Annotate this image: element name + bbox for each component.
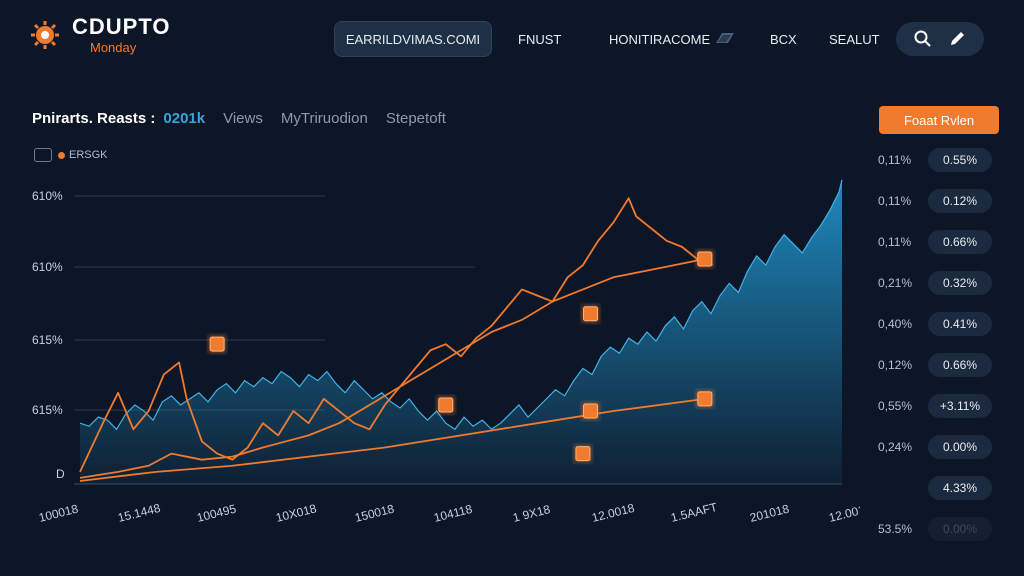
data-marker bbox=[697, 391, 713, 407]
sidebar-row-label: 0,55% bbox=[878, 399, 913, 413]
tool-pill bbox=[896, 22, 984, 56]
y-tick-label: 610% bbox=[32, 189, 63, 203]
x-tick-label: 201018 bbox=[748, 502, 791, 525]
area-series bbox=[80, 180, 842, 484]
logo-title: CDUPTO bbox=[72, 14, 171, 39]
x-tick-label: 10X018 bbox=[274, 501, 318, 525]
tab-bar: Pnirarts. Reasts : 0201k Views MyTriruod… bbox=[32, 110, 446, 127]
sidebar-row-value: 0.00% bbox=[928, 517, 992, 541]
sidebar-row[interactable]: 53.5% 0.00% bbox=[878, 517, 992, 541]
sidebar-row-label: 0,40% bbox=[878, 317, 913, 331]
sidebar-row-label: 0,11% bbox=[878, 235, 912, 249]
y-tick-label: 615% bbox=[32, 333, 63, 347]
x-tick-label: 1.5AAFT bbox=[669, 500, 719, 525]
x-tick-label: 150018 bbox=[353, 502, 396, 525]
sidebar-row-label: 0,11% bbox=[878, 153, 912, 167]
sidebar-row[interactable]: 0,21% 0.32% bbox=[878, 271, 992, 295]
x-tick-label: 1 9X18 bbox=[511, 502, 552, 525]
legend-dot-icon bbox=[58, 151, 65, 159]
tab-mytriruodion[interactable]: MyTriruodion bbox=[280, 110, 368, 127]
search-icon[interactable] bbox=[913, 29, 933, 49]
data-marker bbox=[209, 336, 225, 352]
sidebar-row-value: 0.41% bbox=[928, 312, 992, 336]
nav-item-second[interactable]: HONITIRACOME bbox=[609, 32, 711, 47]
sidebar-row-value: 0.66% bbox=[928, 353, 992, 377]
x-tick-label: 12.0018 bbox=[590, 501, 636, 525]
sidebar-row[interactable]: 0,24% 0.00% bbox=[878, 435, 992, 459]
sidebar-row[interactable]: 4.33% bbox=[878, 476, 992, 500]
line-series-1 bbox=[79, 258, 706, 479]
sidebar-row-value: 0.32% bbox=[928, 271, 992, 295]
nav-domain-button[interactable]: EARRILDVIMAS.COMI bbox=[334, 21, 492, 57]
legend-label: ERSGK bbox=[69, 149, 108, 161]
section-value: 0201k bbox=[163, 110, 206, 127]
data-marker bbox=[583, 306, 599, 322]
sidebar-row[interactable]: 0,40% 0.41% bbox=[878, 312, 992, 336]
x-tick-label: 104118 bbox=[432, 502, 474, 525]
line-series-2 bbox=[79, 197, 713, 473]
pencil-icon[interactable] bbox=[947, 29, 967, 49]
sidebar-row-value: 0.55% bbox=[928, 148, 992, 172]
cta-button[interactable]: Foaat Rvlen bbox=[879, 106, 999, 134]
card-icon bbox=[716, 33, 734, 43]
sidebar-row-label: 0,24% bbox=[878, 440, 913, 454]
sidebar-row-label: 0,11% bbox=[878, 194, 912, 208]
data-marker bbox=[575, 446, 591, 462]
sidebar-row[interactable]: 0,11% 0.55% bbox=[878, 148, 992, 172]
nav-item-third[interactable]: BCX bbox=[770, 32, 797, 47]
x-tick-label: 100018 bbox=[37, 502, 80, 525]
data-marker bbox=[583, 403, 599, 419]
sidebar-row-value: 4.33% bbox=[928, 476, 992, 500]
x-tick-label: 100495 bbox=[195, 502, 238, 525]
sidebar-row-label: 53.5% bbox=[878, 522, 913, 536]
x-tick-label: 15.1448 bbox=[116, 501, 162, 525]
lightbulb-gear-icon bbox=[31, 21, 59, 49]
tab-views[interactable]: Views bbox=[223, 110, 263, 127]
nav-item-fourth[interactable]: SEALUT bbox=[829, 32, 880, 47]
sidebar-row[interactable]: 0,11% 0.66% bbox=[878, 230, 992, 254]
sidebar-row-value: 0.66% bbox=[928, 230, 992, 254]
x-tick-label: 12.0018 bbox=[827, 501, 860, 525]
sidebar-row-value: +3.11% bbox=[928, 394, 992, 418]
sidebar-row-value: 0.12% bbox=[928, 189, 992, 213]
sidebar-row-label: 0,21% bbox=[878, 276, 913, 290]
sidebar-row-label: 0,12% bbox=[878, 358, 913, 372]
sidebar-row[interactable]: 0,55% +3.11% bbox=[878, 394, 992, 418]
data-marker bbox=[697, 251, 713, 267]
price-chart: 610% 610% 615% 615% D 100018 15.1448 100495 10X0… bbox=[32, 179, 860, 525]
sidebar-row-value: 0.00% bbox=[928, 435, 992, 459]
logo[interactable]: CDUPTO Monday bbox=[30, 16, 171, 54]
area-series-edge bbox=[79, 179, 843, 431]
tab-stepetoft[interactable]: Stepetoft bbox=[385, 110, 446, 127]
legend: ERSGK bbox=[34, 148, 108, 162]
nav-item-first[interactable]: FNUST bbox=[518, 32, 562, 47]
y-tick-label: D bbox=[56, 467, 65, 481]
y-tick-label: 610% bbox=[32, 260, 63, 274]
logo-subtitle: Monday bbox=[90, 40, 137, 55]
legend-toggle-icon[interactable] bbox=[34, 148, 52, 162]
section-title: Pnirarts. Reasts : bbox=[32, 110, 156, 127]
sidebar-row[interactable]: 0,12% 0.66% bbox=[878, 353, 992, 377]
y-tick-label: 615% bbox=[32, 403, 63, 417]
sidebar-row[interactable]: 0,11% 0.12% bbox=[878, 189, 992, 213]
data-marker bbox=[438, 397, 454, 413]
